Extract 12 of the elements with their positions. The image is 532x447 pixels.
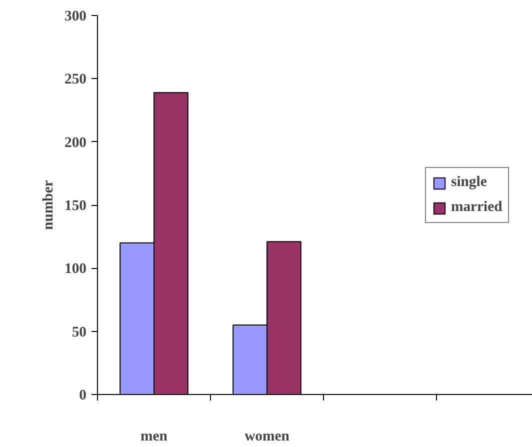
x-tick-label: women [244,428,290,444]
y-tick-label: 50 [72,324,86,340]
y-tick-label: 200 [64,134,86,151]
y-tick-label: 250 [64,72,86,88]
legend-label: single [451,174,487,191]
y-axis-title: number [40,180,57,230]
y-tick-label: 300 [64,8,86,24]
y-tick-label: 0 [79,388,86,404]
y-tick-label: 150 [64,198,86,214]
y-tick-label: 100 [64,261,86,278]
legend-label: married [451,199,502,216]
x-tick-label: men [140,428,168,444]
